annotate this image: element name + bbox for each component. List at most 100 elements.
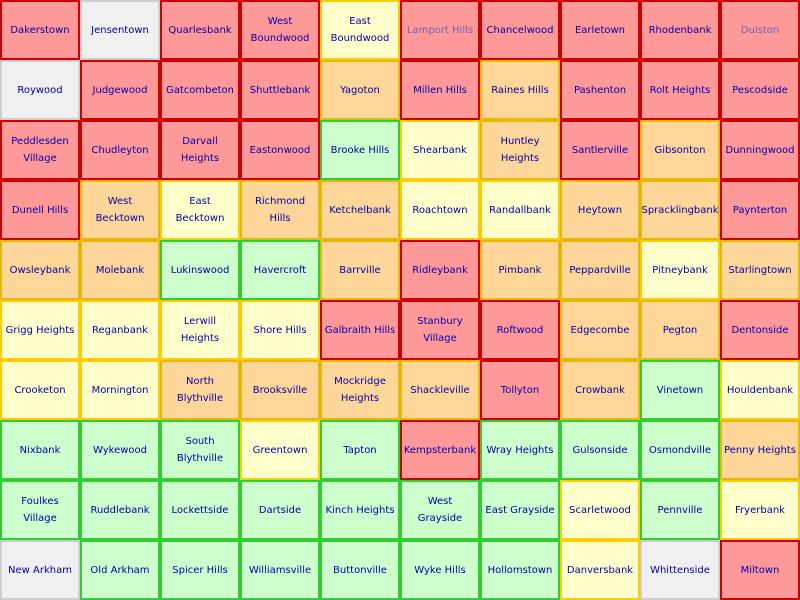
suburb-cell-spracklingbank[interactable]: Spracklingbank — [640, 180, 720, 240]
suburb-cell-pashenton[interactable]: Pashenton — [560, 60, 640, 120]
suburb-cell-millen-hills[interactable]: Millen Hills — [400, 60, 480, 120]
suburb-cell-earletown[interactable]: Earletown — [560, 0, 640, 60]
suburb-cell-lukinswood[interactable]: Lukinswood — [160, 240, 240, 300]
suburb-cell-jensentown[interactable]: Jensentown — [80, 0, 160, 60]
suburb-cell-judgewood[interactable]: Judgewood — [80, 60, 160, 120]
suburb-cell-chudleyton[interactable]: Chudleyton — [80, 120, 160, 180]
suburb-cell-peddlesden-village[interactable]: Peddlesden Village — [0, 120, 80, 180]
suburb-cell-crowbank[interactable]: Crowbank — [560, 360, 640, 420]
suburb-cell-ridleybank[interactable]: Ridleybank — [400, 240, 480, 300]
suburb-cell-tollyton[interactable]: Tollyton — [480, 360, 560, 420]
suburb-cell-shearbank[interactable]: Shearbank — [400, 120, 480, 180]
suburb-cell-pitneybank[interactable]: Pitneybank — [640, 240, 720, 300]
suburb-cell-shackleville[interactable]: Shackleville — [400, 360, 480, 420]
suburb-cell-mornington[interactable]: Mornington — [80, 360, 160, 420]
suburb-cell-edgecombe[interactable]: Edgecombe — [560, 300, 640, 360]
suburb-cell-shuttlebank[interactable]: Shuttlebank — [240, 60, 320, 120]
suburb-cell-osmondville[interactable]: Osmondville — [640, 420, 720, 480]
suburb-cell-dunell-hills[interactable]: Dunell Hills — [0, 180, 80, 240]
suburb-cell-lamport-hills[interactable]: Lamport Hills — [400, 0, 480, 60]
suburb-cell-havercroft[interactable]: Havercroft — [240, 240, 320, 300]
suburb-cell-kempsterbank[interactable]: Kempsterbank — [400, 420, 480, 480]
suburb-cell-buttonville[interactable]: Buttonville — [320, 540, 400, 600]
suburb-cell-heytown[interactable]: Heytown — [560, 180, 640, 240]
suburb-cell-vinetown[interactable]: Vinetown — [640, 360, 720, 420]
suburb-cell-yagoton[interactable]: Yagoton — [320, 60, 400, 120]
suburb-cell-tapton[interactable]: Tapton — [320, 420, 400, 480]
suburb-cell-pennville[interactable]: Pennville — [640, 480, 720, 540]
suburb-cell-kinch-heights[interactable]: Kinch Heights — [320, 480, 400, 540]
suburb-cell-pescodside[interactable]: Pescodside — [720, 60, 800, 120]
suburb-cell-gulsonside[interactable]: Gulsonside — [560, 420, 640, 480]
suburb-cell-east-becktown[interactable]: East Becktown — [160, 180, 240, 240]
suburb-cell-brooke-hills[interactable]: Brooke Hills — [320, 120, 400, 180]
suburb-cell-huntley-heights[interactable]: Huntley Heights — [480, 120, 560, 180]
suburb-cell-fryerbank[interactable]: Fryerbank — [720, 480, 800, 540]
suburb-cell-greentown[interactable]: Greentown — [240, 420, 320, 480]
suburb-cell-new-arkham[interactable]: New Arkham — [0, 540, 80, 600]
suburb-cell-west-becktown[interactable]: West Becktown — [80, 180, 160, 240]
suburb-cell-west-boundwood[interactable]: West Boundwood — [240, 0, 320, 60]
suburb-cell-lerwill-heights[interactable]: Lerwill Heights — [160, 300, 240, 360]
suburb-cell-dakerstown[interactable]: Dakerstown — [0, 0, 80, 60]
suburb-cell-danversbank[interactable]: Danversbank — [560, 540, 640, 600]
suburb-cell-galbraith-hills[interactable]: Galbraith Hills — [320, 300, 400, 360]
suburb-cell-dentonside[interactable]: Dentonside — [720, 300, 800, 360]
suburb-cell-dulston[interactable]: Dulston — [720, 0, 800, 60]
suburb-cell-old-arkham[interactable]: Old Arkham — [80, 540, 160, 600]
suburb-cell-hollomstown[interactable]: Hollomstown — [480, 540, 560, 600]
suburb-cell-santlerville[interactable]: Santlerville — [560, 120, 640, 180]
suburb-cell-roftwood[interactable]: Roftwood — [480, 300, 560, 360]
suburb-cell-scarletwood[interactable]: Scarletwood — [560, 480, 640, 540]
suburb-cell-wykewood[interactable]: Wykewood — [80, 420, 160, 480]
suburb-cell-shore-hills[interactable]: Shore Hills — [240, 300, 320, 360]
suburb-cell-pimbank[interactable]: Pimbank — [480, 240, 560, 300]
suburb-cell-randallbank[interactable]: Randallbank — [480, 180, 560, 240]
suburb-cell-ketchelbank[interactable]: Ketchelbank — [320, 180, 400, 240]
suburb-cell-brooksville[interactable]: Brooksville — [240, 360, 320, 420]
suburb-cell-nixbank[interactable]: Nixbank — [0, 420, 80, 480]
suburb-cell-gatcombeton[interactable]: Gatcombeton — [160, 60, 240, 120]
suburb-cell-owsleybank[interactable]: Owsleybank — [0, 240, 80, 300]
suburb-cell-roachtown[interactable]: Roachtown — [400, 180, 480, 240]
suburb-cell-whittenside[interactable]: Whittenside — [640, 540, 720, 600]
suburb-cell-lockettside[interactable]: Lockettside — [160, 480, 240, 540]
suburb-cell-roywood[interactable]: Roywood — [0, 60, 80, 120]
suburb-cell-west-grayside[interactable]: West Grayside — [400, 480, 480, 540]
suburb-cell-north-blythville[interactable]: North Blythville — [160, 360, 240, 420]
suburb-cell-mockridge-heights[interactable]: Mockridge Heights — [320, 360, 400, 420]
suburb-cell-wray-heights[interactable]: Wray Heights — [480, 420, 560, 480]
suburb-cell-spicer-hills[interactable]: Spicer Hills — [160, 540, 240, 600]
suburb-cell-darvall-heights[interactable]: Darvall Heights — [160, 120, 240, 180]
suburb-cell-crooketon[interactable]: Crooketon — [0, 360, 80, 420]
suburb-cell-penny-heights[interactable]: Penny Heights — [720, 420, 800, 480]
suburb-cell-molebank[interactable]: Molebank — [80, 240, 160, 300]
suburb-cell-stanbury-village[interactable]: Stanbury Village — [400, 300, 480, 360]
suburb-cell-ruddlebank[interactable]: Ruddlebank — [80, 480, 160, 540]
suburb-cell-grigg-heights[interactable]: Grigg Heights — [0, 300, 80, 360]
suburb-cell-williamsville[interactable]: Williamsville — [240, 540, 320, 600]
suburb-cell-dartside[interactable]: Dartside — [240, 480, 320, 540]
suburb-cell-pegton[interactable]: Pegton — [640, 300, 720, 360]
suburb-cell-reganbank[interactable]: Reganbank — [80, 300, 160, 360]
suburb-cell-wyke-hills[interactable]: Wyke Hills — [400, 540, 480, 600]
suburb-cell-raines-hills[interactable]: Raines Hills — [480, 60, 560, 120]
suburb-cell-dunningwood[interactable]: Dunningwood — [720, 120, 800, 180]
suburb-cell-eastonwood[interactable]: Eastonwood — [240, 120, 320, 180]
suburb-cell-barrville[interactable]: Barrville — [320, 240, 400, 300]
suburb-cell-gibsonton[interactable]: Gibsonton — [640, 120, 720, 180]
suburb-cell-south-blythville[interactable]: South Blythville — [160, 420, 240, 480]
suburb-cell-chancelwood[interactable]: Chancelwood — [480, 0, 560, 60]
suburb-cell-miltown[interactable]: Miltown — [720, 540, 800, 600]
suburb-cell-houldenbank[interactable]: Houldenbank — [720, 360, 800, 420]
suburb-cell-rhodenbank[interactable]: Rhodenbank — [640, 0, 720, 60]
suburb-cell-paynterton[interactable]: Paynterton — [720, 180, 800, 240]
suburb-cell-foulkes-village[interactable]: Foulkes Village — [0, 480, 80, 540]
suburb-cell-richmond-hills[interactable]: Richmond Hills — [240, 180, 320, 240]
suburb-cell-east-grayside[interactable]: East Grayside — [480, 480, 560, 540]
suburb-cell-rolt-heights[interactable]: Rolt Heights — [640, 60, 720, 120]
suburb-cell-quarlesbank[interactable]: Quarlesbank — [160, 0, 240, 60]
suburb-cell-peppardville[interactable]: Peppardville — [560, 240, 640, 300]
suburb-cell-starlingtown[interactable]: Starlingtown — [720, 240, 800, 300]
suburb-cell-east-boundwood[interactable]: East Boundwood — [320, 0, 400, 60]
